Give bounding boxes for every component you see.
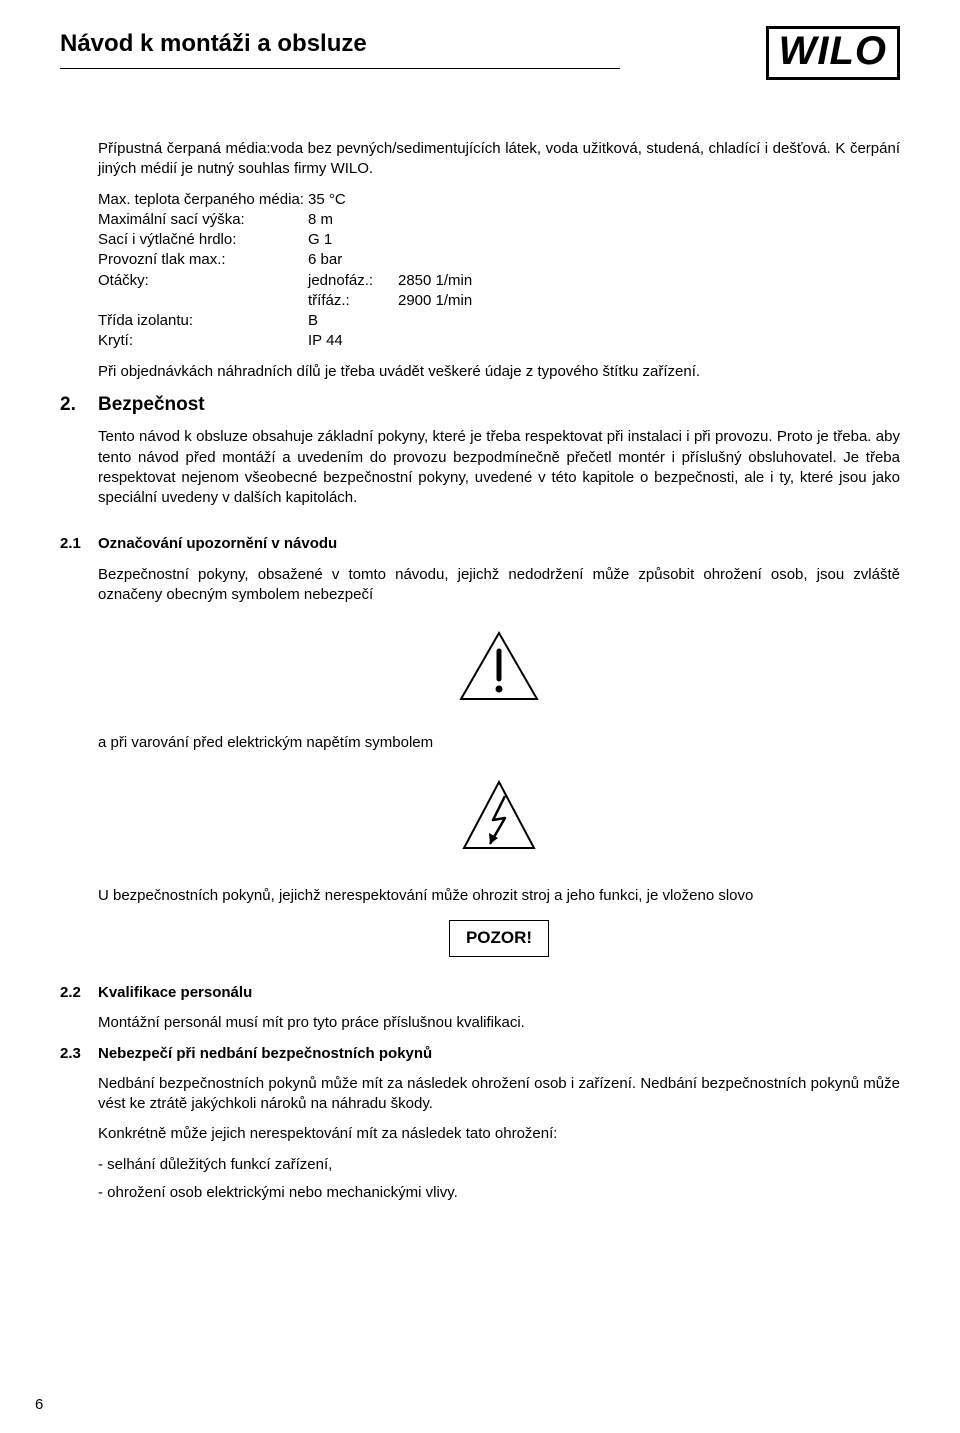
electric-symbol — [98, 778, 900, 862]
spec-row: Max. teplota čerpaného média: 35 °C — [98, 190, 900, 210]
body: Přípustná čerpaná média:voda bez pevných… — [60, 139, 900, 1203]
section-number: 2.2 — [60, 983, 98, 1003]
spec-table: Max. teplota čerpaného média: 35 °C Maxi… — [98, 190, 900, 352]
s21-p2: a při varování před elektrickým napětím … — [98, 733, 900, 753]
section-2-heading: 2. Bezpečnost — [60, 392, 900, 418]
section-2-2-heading: 2.2 Kvalifikace personálu — [60, 983, 900, 1003]
section-2-body: Tento návod k obsluze obsahuje základní … — [98, 427, 900, 508]
page: Návod k montáži a obsluze WILO Přípustná… — [0, 0, 960, 1433]
spec-value: třífáz.: — [308, 291, 398, 311]
spec-row: Otáčky: jednofáz.: 2850 1/min — [98, 271, 900, 291]
section-number: 2.1 — [60, 534, 98, 554]
section-2-1-body: Bezpečnostní pokyny, obsažené v tomto ná… — [98, 565, 900, 957]
spare-parts-paragraph: Při objednávkách náhradních dílů je třeb… — [98, 362, 900, 382]
s2-p1: Tento návod k obsluze obsahuje základní … — [98, 427, 900, 508]
section-number: 2.3 — [60, 1044, 98, 1064]
spec-label: Maximální sací výška: — [98, 210, 308, 230]
pozor-box: POZOR! — [449, 920, 549, 957]
header: Návod k montáži a obsluze WILO — [60, 30, 900, 99]
section-2-1-heading: 2.1 Označování upozornění v návodu — [60, 534, 900, 554]
spec-row: Třída izolantu: B — [98, 311, 900, 331]
spec-value: IP 44 — [308, 331, 398, 351]
intro-paragraph: Přípustná čerpaná média:voda bez pevných… — [98, 139, 900, 180]
spec-value-2 — [398, 311, 900, 331]
spec-label: Otáčky: — [98, 271, 308, 291]
spec-label — [98, 291, 308, 311]
section-title: Bezpečnost — [98, 392, 900, 418]
spec-value-2 — [398, 250, 900, 270]
section-title: Označování upozornění v návodu — [98, 534, 900, 554]
spec-value: B — [308, 311, 398, 331]
header-rule — [60, 68, 620, 69]
spec-label: Max. teplota čerpaného média: — [98, 190, 308, 210]
spec-value-2 — [398, 210, 900, 230]
section-title: Kvalifikace personálu — [98, 983, 900, 1003]
s22-p1: Montážní personál musí mít pro tyto prác… — [98, 1013, 900, 1033]
section-title: Nebezpečí při nedbání bezpečnostních pok… — [98, 1044, 900, 1064]
spec-value-2: 2900 1/min — [398, 291, 900, 311]
spec-label: Sací i výtlačné hrdlo: — [98, 230, 308, 250]
spec-value: 6 bar — [308, 250, 398, 270]
s23-li2: - ohrožení osob elektrickými nebo mechan… — [98, 1183, 900, 1203]
electric-hazard-icon — [460, 778, 538, 856]
header-left: Návod k montáži a obsluze — [60, 30, 766, 99]
spec-value-2 — [398, 331, 900, 351]
s23-li1: - selhání důležitých funkcí zařízení, — [98, 1155, 900, 1175]
wilo-logo-text: WILO — [779, 29, 887, 73]
section-2-3-body: Nedbání bezpečnostních pokynů může mít z… — [98, 1074, 900, 1203]
s21-p3: U bezpečnostních pokynů, jejichž nerespe… — [98, 886, 900, 906]
s21-p1: Bezpečnostní pokyny, obsažené v tomto ná… — [98, 565, 900, 606]
spec-value-2: 2850 1/min — [398, 271, 900, 291]
spec-value: 8 m — [308, 210, 398, 230]
spec-label: Krytí: — [98, 331, 308, 351]
pozor-block: POZOR! — [98, 920, 900, 957]
wilo-logo: WILO — [766, 26, 900, 80]
spec-value: 35 °C — [308, 190, 398, 210]
warning-symbol — [98, 629, 900, 709]
spec-row: Krytí: IP 44 — [98, 331, 900, 351]
intro-block: Přípustná čerpaná média:voda bez pevných… — [98, 139, 900, 382]
spec-row: třífáz.: 2900 1/min — [98, 291, 900, 311]
section-2-2-body: Montážní personál musí mít pro tyto prác… — [98, 1013, 900, 1033]
spec-value-2 — [398, 190, 900, 210]
section-number: 2. — [60, 392, 98, 418]
spec-label: Třída izolantu: — [98, 311, 308, 331]
spec-value-2 — [398, 230, 900, 250]
spec-label: Provozní tlak max.: — [98, 250, 308, 270]
document-title: Návod k montáži a obsluze — [60, 30, 766, 58]
spec-value: jednofáz.: — [308, 271, 398, 291]
section-2-3-heading: 2.3 Nebezpečí při nedbání bezpečnostních… — [60, 1044, 900, 1064]
warning-triangle-icon — [457, 629, 541, 703]
spec-row: Maximální sací výška: 8 m — [98, 210, 900, 230]
s23-p2: Konkrétně může jejich nerespektování mít… — [98, 1124, 900, 1144]
spec-row: Sací i výtlačné hrdlo: G 1 — [98, 230, 900, 250]
spec-row: Provozní tlak max.: 6 bar — [98, 250, 900, 270]
s23-p1: Nedbání bezpečnostních pokynů může mít z… — [98, 1074, 900, 1115]
spec-value: G 1 — [308, 230, 398, 250]
page-number: 6 — [35, 1396, 43, 1413]
